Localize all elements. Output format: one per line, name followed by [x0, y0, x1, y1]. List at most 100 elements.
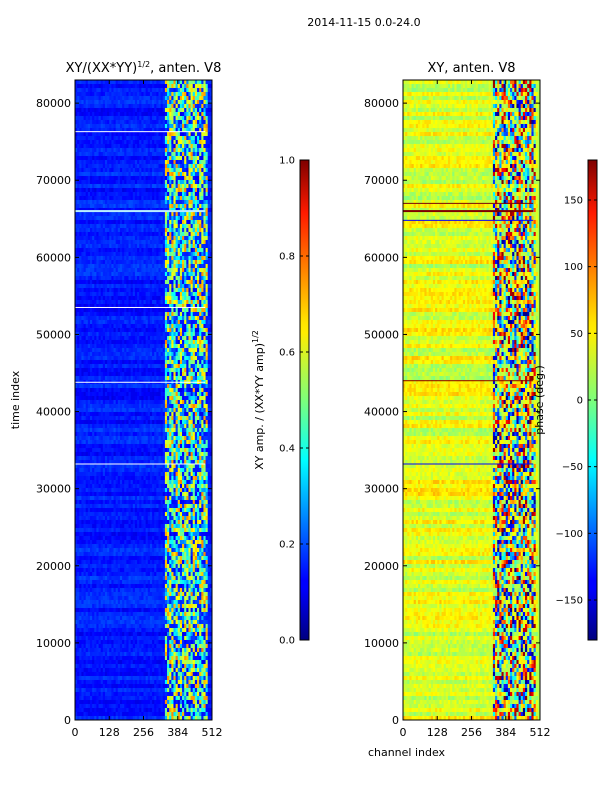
heatmap-cell: [177, 84, 181, 89]
heatmap-cell: [156, 168, 159, 173]
heatmap-cell: [158, 356, 162, 361]
heatmap-cell: [188, 320, 191, 325]
heatmap-cell: [98, 244, 102, 249]
heatmap-cell: [115, 112, 119, 117]
heatmap-cell: [177, 248, 181, 253]
heatmap-cell: [167, 152, 170, 157]
heatmap-cell: [109, 172, 112, 177]
heatmap-cell: [102, 84, 106, 89]
heatmap-cell: [203, 260, 206, 265]
heatmap-cell: [100, 164, 104, 169]
heatmap-cell: [96, 164, 99, 169]
heatmap-cell: [139, 204, 142, 209]
heatmap-cell: [96, 156, 99, 161]
heatmap-cell: [169, 164, 172, 169]
heatmap-cell: [81, 204, 84, 209]
heatmap-cell: [209, 276, 213, 281]
heatmap-cell: [139, 372, 142, 377]
heatmap-cell: [132, 352, 136, 357]
heatmap-cell: [190, 88, 194, 93]
heatmap-cell: [119, 340, 123, 345]
heatmap-cell: [85, 168, 89, 173]
heatmap-cell: [167, 220, 170, 225]
heatmap-cell: [199, 164, 202, 169]
heatmap-cell: [156, 304, 159, 309]
heatmap-cell: [192, 232, 196, 237]
heatmap-cell: [83, 312, 87, 317]
heatmap-cell: [152, 324, 155, 329]
heatmap-cell: [132, 172, 136, 177]
heatmap-cell: [207, 200, 211, 205]
heatmap-cell: [158, 364, 162, 369]
heatmap-cell: [179, 176, 183, 181]
heatmap-cell: [81, 284, 84, 289]
heatmap-cell: [117, 348, 121, 353]
heatmap-cell: [173, 332, 177, 337]
heatmap-cell: [98, 312, 102, 317]
heatmap-cell: [113, 136, 117, 141]
heatmap-cell: [197, 288, 200, 293]
heatmap-cell: [154, 356, 157, 361]
heatmap-cell: [188, 192, 191, 197]
heatmap-cell: [104, 228, 108, 233]
heatmap-cell: [175, 252, 179, 257]
heatmap-cell: [85, 340, 89, 345]
heatmap-cell: [75, 232, 78, 237]
heatmap-cell: [139, 168, 142, 173]
heatmap-cell: [139, 288, 142, 293]
heatmap-cell: [139, 360, 142, 365]
heatmap-cell: [190, 272, 194, 277]
heatmap-cell: [186, 176, 189, 181]
heatmap-cell: [205, 264, 209, 269]
heatmap-cell: [147, 156, 151, 161]
heatmap-cell: [156, 192, 159, 197]
heatmap-cell: [130, 92, 134, 97]
heatmap-cell: [194, 200, 198, 205]
heatmap-cell: [188, 152, 191, 157]
heatmap-cell: [186, 196, 189, 201]
heatmap-cell: [79, 256, 82, 261]
heatmap-cell: [96, 360, 99, 365]
heatmap-cell: [149, 336, 153, 341]
heatmap-cell: [109, 352, 112, 357]
heatmap-cell: [197, 128, 200, 133]
heatmap-cell: [115, 320, 119, 325]
heatmap-cell: [87, 300, 91, 305]
heatmap-cell: [143, 368, 147, 373]
heatmap-cell: [107, 224, 110, 229]
heatmap-cell: [201, 236, 204, 241]
heatmap-cell: [175, 276, 179, 281]
heatmap-cell: [77, 160, 80, 165]
heatmap-cell: [152, 140, 155, 145]
heatmap-cell: [175, 284, 179, 289]
heatmap-cell: [147, 188, 151, 193]
heatmap-cell: [156, 332, 159, 337]
heatmap-cell: [128, 348, 132, 353]
heatmap-cell: [100, 276, 104, 281]
heatmap-cell: [141, 312, 144, 317]
heatmap-cell: [154, 332, 157, 337]
heatmap-cell: [81, 328, 84, 333]
heatmap-cell: [139, 220, 142, 225]
heatmap-cell: [109, 312, 112, 317]
heatmap-cell: [79, 184, 82, 189]
heatmap-cell: [134, 156, 138, 161]
heatmap-cell: [87, 336, 91, 341]
heatmap-cell: [83, 360, 87, 365]
heatmap-cell: [162, 148, 166, 153]
heatmap-cell: [175, 124, 179, 129]
heatmap-cell: [186, 284, 189, 289]
heatmap-cell: [132, 236, 136, 241]
heatmap-cell: [79, 288, 82, 293]
heatmap-cell: [152, 360, 155, 365]
heatmap-cell: [117, 252, 121, 257]
heatmap-cell: [147, 340, 151, 345]
heatmap-cell: [188, 84, 191, 89]
heatmap-cell: [175, 268, 179, 273]
heatmap-cell: [209, 268, 213, 273]
heatmap-cell: [209, 336, 213, 341]
heatmap-cell: [87, 352, 91, 357]
heatmap-cell: [137, 176, 140, 181]
heatmap-cell: [124, 320, 127, 325]
heatmap-cell: [149, 164, 153, 169]
